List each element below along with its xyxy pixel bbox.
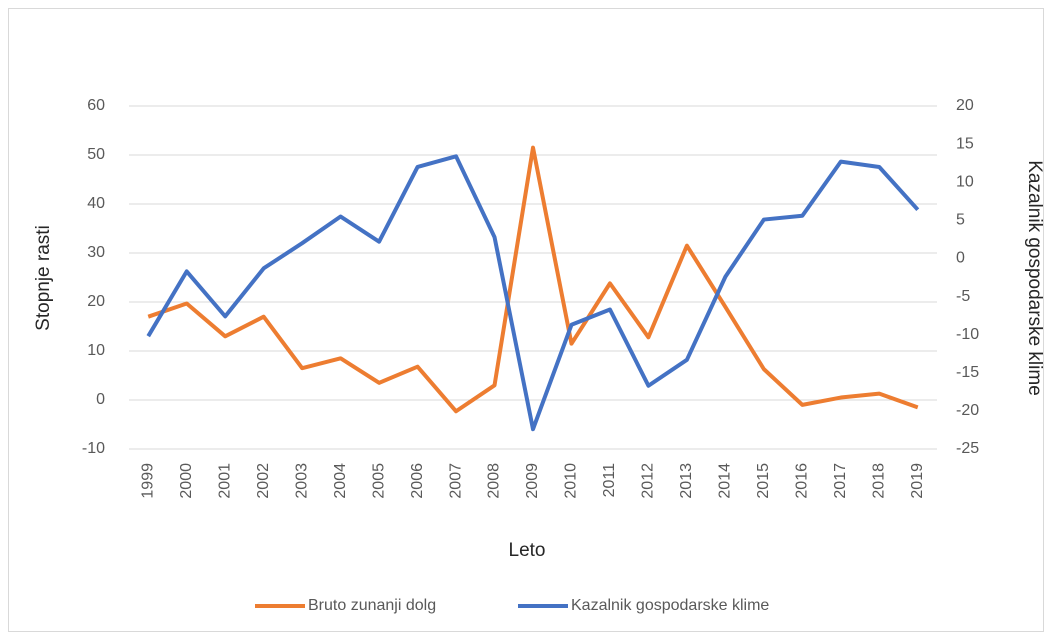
legend-label: Bruto zunanji dolg — [308, 597, 436, 614]
x-tick-label: 2006 — [409, 463, 426, 499]
y-tick-label: 20 — [87, 293, 105, 310]
y-tick-label: 60 — [87, 97, 105, 114]
y2-tick-label: 20 — [956, 97, 974, 114]
y-tick-label: 50 — [87, 146, 105, 163]
y2-tick-label: 10 — [956, 173, 974, 190]
y2-tick-label: -25 — [956, 440, 979, 457]
y2-tick-label: -15 — [956, 364, 979, 381]
x-tick-label: 2016 — [794, 463, 811, 499]
x-tick-label: 2012 — [640, 463, 657, 499]
y2-tick-label: -10 — [956, 326, 979, 343]
series-line — [146, 154, 920, 432]
y2-tick-label: 5 — [956, 212, 965, 229]
y-tick-label: 10 — [87, 342, 105, 359]
y2-tick-label: 15 — [956, 135, 974, 152]
y2-tick-label: 0 — [956, 250, 965, 267]
x-tick-label: 2010 — [563, 463, 580, 499]
x-tick-label: 2015 — [755, 463, 772, 499]
x-tick-label: 2018 — [871, 463, 888, 499]
y-tick-label: 30 — [87, 244, 105, 261]
x-tick-label: 2017 — [832, 463, 849, 499]
chart-border — [8, 8, 1044, 632]
series-line — [147, 145, 919, 414]
legend-label: Kazalnik gospodarske klime — [571, 597, 769, 614]
x-tick-label: 2000 — [178, 463, 195, 499]
y-tick-label: 40 — [87, 195, 105, 212]
y2-axis-title: Kazalnik gospodarske klime — [1024, 160, 1045, 396]
x-tick-label: 2004 — [332, 463, 349, 499]
x-tick-label: 2019 — [909, 463, 926, 499]
y-tick-label: -10 — [82, 440, 105, 457]
x-tick-label: 2001 — [216, 463, 233, 499]
x-tick-label: 2013 — [678, 463, 695, 499]
y2-tick-label: -5 — [956, 288, 970, 305]
y-axis-title: Stopnje rasti — [33, 225, 54, 331]
x-tick-label: 2009 — [524, 463, 541, 499]
x-tick-label: 2008 — [486, 463, 503, 499]
x-axis-title: Leto — [509, 540, 546, 561]
x-tick-label: 2014 — [717, 463, 734, 499]
x-tick-label: 2003 — [293, 463, 310, 499]
y-tick-label: 0 — [96, 391, 105, 408]
y2-tick-label: -20 — [956, 402, 979, 419]
x-tick-label: 2007 — [447, 463, 464, 499]
x-tick-label: 2011 — [601, 463, 618, 498]
x-tick-label: 1999 — [139, 463, 156, 499]
x-tick-label: 2002 — [255, 463, 272, 499]
x-tick-label: 2005 — [370, 463, 387, 499]
